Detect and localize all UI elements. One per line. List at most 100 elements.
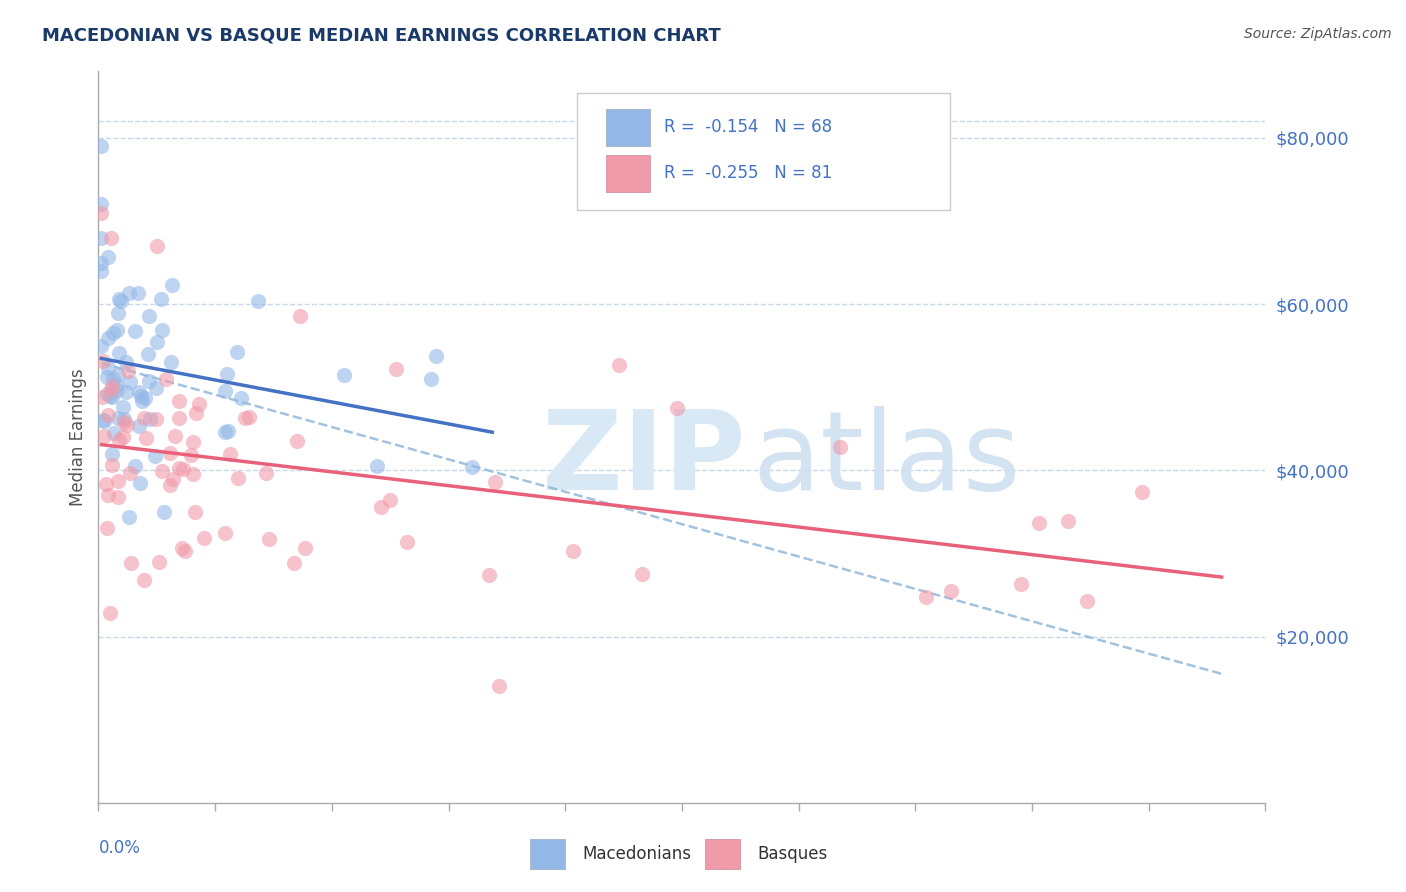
Point [101, 390, 124, 404]
Point [100, 231, 122, 245]
Point [915, 590, 938, 604]
Point [226, 471, 249, 485]
Text: Source: ZipAtlas.com: Source: ZipAtlas.com [1244, 27, 1392, 41]
Point [152, 505, 174, 519]
Point [129, 389, 152, 403]
Point [91, 413, 114, 427]
Point [148, 555, 170, 569]
Point [1028, 516, 1050, 531]
Point [90, 264, 112, 278]
Point [173, 544, 195, 558]
Point [136, 347, 159, 361]
Point [90, 205, 112, 219]
Point [229, 391, 252, 405]
Point [155, 372, 177, 386]
Point [96, 370, 118, 384]
Text: R =  -0.154   N = 68: R = -0.154 N = 68 [665, 118, 832, 136]
Point [90, 139, 112, 153]
Point [128, 418, 150, 433]
Point [145, 412, 167, 426]
Point [285, 434, 308, 448]
Point [665, 401, 688, 416]
FancyBboxPatch shape [606, 110, 651, 146]
Point [184, 406, 207, 420]
Text: Basques: Basques [758, 845, 828, 863]
Point [98, 606, 121, 620]
Point [461, 460, 484, 475]
Point [183, 434, 205, 449]
Point [172, 462, 194, 476]
Point [259, 532, 281, 546]
Point [107, 411, 129, 425]
Y-axis label: Median Earnings: Median Earnings [69, 368, 87, 506]
Point [94, 477, 117, 491]
Point [217, 424, 239, 438]
Point [332, 368, 354, 382]
Point [101, 326, 124, 340]
Point [562, 544, 585, 558]
Point [160, 278, 183, 293]
Point [118, 285, 141, 300]
Point [97, 250, 120, 264]
Point [143, 450, 166, 464]
Point [939, 584, 962, 599]
Point [139, 411, 162, 425]
Point [254, 467, 277, 481]
Point [132, 573, 155, 587]
Point [107, 306, 129, 320]
Point [477, 567, 499, 582]
Point [183, 505, 205, 519]
Point [124, 325, 146, 339]
Point [138, 310, 160, 324]
Point [1076, 594, 1098, 608]
Point [609, 358, 631, 372]
Point [214, 526, 236, 541]
Point [396, 534, 419, 549]
FancyBboxPatch shape [530, 839, 565, 869]
Point [159, 478, 181, 492]
Point [1057, 514, 1080, 528]
Point [135, 431, 157, 445]
Text: MACEDONIAN VS BASQUE MEDIAN EARNINGS CORRELATION CHART: MACEDONIAN VS BASQUE MEDIAN EARNINGS COR… [42, 27, 721, 45]
Point [111, 400, 134, 414]
Point [100, 384, 122, 398]
FancyBboxPatch shape [706, 839, 741, 869]
Point [91, 390, 114, 404]
Point [114, 384, 136, 399]
Point [193, 532, 215, 546]
Text: R =  -0.255   N = 81: R = -0.255 N = 81 [665, 164, 832, 182]
Point [420, 372, 443, 386]
Point [90, 197, 112, 211]
Point [124, 459, 146, 474]
Point [488, 680, 510, 694]
Point [134, 391, 156, 405]
Point [112, 415, 135, 429]
Point [97, 408, 120, 422]
Point [114, 355, 136, 369]
FancyBboxPatch shape [576, 94, 950, 211]
Point [288, 310, 311, 324]
Point [226, 344, 249, 359]
Point [108, 292, 131, 306]
Point [366, 458, 388, 473]
Point [128, 384, 150, 399]
Point [180, 448, 202, 462]
Point [1010, 577, 1032, 591]
Point [127, 285, 149, 300]
Point [233, 411, 256, 425]
Point [214, 425, 236, 439]
Point [112, 430, 135, 444]
Point [98, 389, 121, 403]
Point [97, 488, 120, 502]
Point [101, 458, 124, 472]
Point [93, 414, 115, 428]
Text: atlas: atlas [752, 406, 1021, 513]
Text: ZIP: ZIP [541, 406, 745, 513]
Point [101, 447, 124, 461]
Point [830, 440, 852, 454]
Point [93, 429, 115, 443]
Point [96, 387, 118, 401]
Point [101, 372, 124, 386]
Point [117, 363, 139, 377]
Point [107, 475, 129, 489]
